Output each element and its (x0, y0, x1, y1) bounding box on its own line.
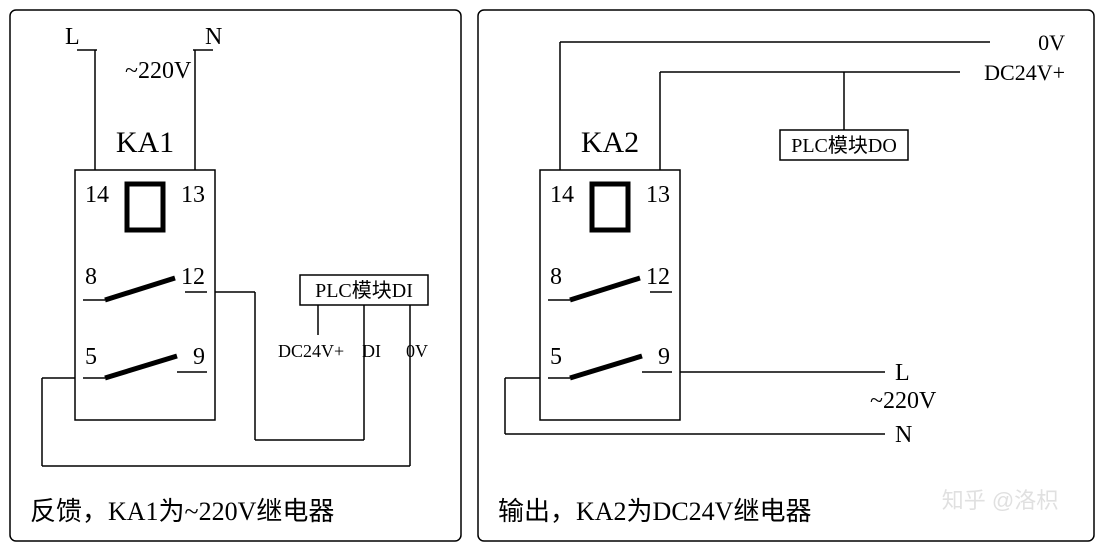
label-N-r: N (895, 422, 912, 448)
label-L-r: L (895, 360, 910, 386)
coil (592, 184, 628, 230)
pin-13: 13 (646, 182, 670, 208)
label-0v-r: 0V (1038, 30, 1065, 55)
contact-no (570, 278, 640, 300)
coil (127, 184, 163, 230)
pin-5: 5 (85, 344, 97, 370)
contact-nc (105, 356, 177, 378)
label-N: N (205, 24, 222, 50)
pin-8: 8 (550, 264, 562, 290)
label-220v-r: ~220V (870, 388, 937, 414)
relay-label: KA1 (116, 126, 174, 159)
label-di: DI (362, 341, 381, 361)
contact-nc (570, 356, 642, 378)
right-panel-border (478, 10, 1094, 541)
label-dc24: DC24V+ (278, 341, 344, 361)
pin-12: 12 (646, 264, 670, 290)
pin-12: 12 (181, 264, 205, 290)
pin-9: 9 (193, 344, 205, 370)
pin-9: 9 (658, 344, 670, 370)
right-caption: 输出，KA2为DC24V继电器 (498, 497, 811, 526)
plc-di-label: PLC模块DI (315, 279, 413, 302)
plc-do-label: PLC模块DO (791, 134, 897, 157)
contact-no (105, 278, 175, 300)
pin-5: 5 (550, 344, 562, 370)
pin-14: 14 (85, 182, 109, 208)
relay-label: KA2 (581, 126, 639, 159)
label-dc24-r: DC24V+ (984, 60, 1065, 85)
pin-14: 14 (550, 182, 574, 208)
pin-8: 8 (85, 264, 97, 290)
label-220v: ~220V (125, 58, 192, 84)
left-caption: 反馈，KA1为~220V继电器 (30, 497, 334, 526)
label-L: L (65, 24, 80, 50)
pin-13: 13 (181, 182, 205, 208)
watermark: 知乎 @洛枳 (942, 488, 1058, 513)
